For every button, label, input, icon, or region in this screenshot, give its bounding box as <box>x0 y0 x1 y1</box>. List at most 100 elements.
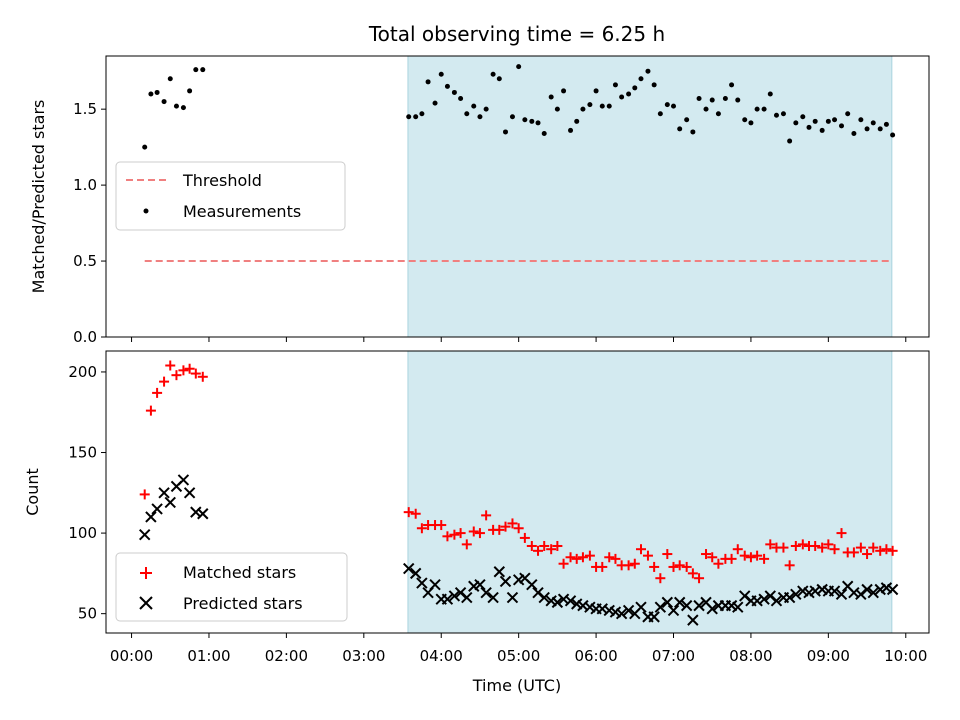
measurement-point <box>690 129 696 135</box>
matched-star-point <box>635 544 646 555</box>
measurement-point <box>800 114 806 120</box>
measurement-point <box>684 117 690 123</box>
matched-star-point <box>823 539 834 550</box>
predicted-star-point <box>551 596 564 609</box>
predicted-star-point <box>183 487 196 499</box>
predicted-star-point <box>493 566 506 578</box>
matched-star-point <box>739 550 750 561</box>
measurement-point <box>477 114 483 120</box>
bottom-y-tick-label: 50 <box>78 605 97 623</box>
predicted-star-point <box>158 487 170 499</box>
predicted-star-point <box>687 614 699 626</box>
matched-star-point <box>701 549 712 560</box>
matched-star-point <box>190 368 201 379</box>
predicted-star-point <box>139 528 151 541</box>
predicted-star-point <box>164 496 176 509</box>
matched-star-point <box>145 405 156 416</box>
measurement-point <box>451 89 457 95</box>
predicted-star-point <box>886 583 899 596</box>
measurement-point <box>432 100 438 106</box>
top-y-tick-label: 0.5 <box>73 252 97 270</box>
matched-star-point <box>436 520 447 531</box>
measurement-point <box>464 111 470 117</box>
predicted-star-point <box>615 607 628 620</box>
predicted-star-point <box>661 596 674 609</box>
measurement-point <box>529 118 535 124</box>
measurement-point <box>483 106 489 112</box>
matched-star-point <box>171 370 182 381</box>
measurement-point <box>522 117 528 123</box>
measurement-point <box>142 144 148 150</box>
measurement-point <box>619 94 625 100</box>
matched-star-point <box>403 507 414 518</box>
predicted-star-point <box>403 562 415 575</box>
measurement-point <box>832 117 838 123</box>
matched-star-point <box>558 558 569 569</box>
matched-star-point <box>784 560 795 571</box>
matched-star-point <box>875 545 886 556</box>
bottom-y-tick-label: 100 <box>68 524 97 542</box>
predicted-star-point <box>732 601 744 613</box>
measurement-point <box>825 118 831 124</box>
top-y-axis-label: Matched/Predicted stars <box>29 100 48 294</box>
predicted-star-point <box>526 578 538 591</box>
measurement-point <box>645 68 651 74</box>
measurement-point <box>193 67 199 73</box>
predicted-star-point <box>474 578 486 591</box>
matched-star-point <box>584 550 595 561</box>
predicted-star-point <box>487 591 499 604</box>
measurement-point <box>458 96 464 102</box>
measurement-point <box>548 94 554 100</box>
x-tick-label: 10:00 <box>884 647 927 665</box>
legend-measurements-swatch <box>143 208 149 214</box>
x-tick-label: 09:00 <box>807 647 850 665</box>
predicted-star-point <box>461 591 473 604</box>
predicted-star-point <box>680 599 693 612</box>
bottom-observing-window <box>407 350 893 634</box>
measurement-point <box>761 106 767 112</box>
matched-star-point <box>732 544 743 555</box>
measurement-point <box>187 88 193 94</box>
top-panel: 0.0 0.5 1.0 1.5 Matched/Predicted stars Thr… <box>29 55 930 346</box>
measurement-point <box>574 118 580 124</box>
predicted-star-point <box>190 506 202 518</box>
top-y-ticks: 0.0 0.5 1.0 1.5 <box>73 100 106 346</box>
measurement-point <box>793 120 799 126</box>
predicted-star-point <box>828 585 841 597</box>
bottom-y-tick-label: 200 <box>68 363 97 381</box>
measurement-point <box>406 114 412 120</box>
matched-star-point <box>662 549 673 560</box>
matched-star-point <box>577 552 588 563</box>
measurement-point <box>471 103 477 109</box>
measurement-point <box>671 103 677 109</box>
predicted-star-point <box>654 601 667 613</box>
matched-star-point <box>623 560 634 571</box>
measurement-point <box>858 117 864 123</box>
matched-star-point <box>565 552 576 563</box>
measurement-point <box>839 123 845 129</box>
matched-star-point <box>604 552 615 563</box>
matched-star-point <box>752 550 763 561</box>
measurement-point <box>703 106 709 112</box>
matched-star-point <box>519 532 530 543</box>
matched-star-point <box>817 542 828 553</box>
predicted-star-point <box>564 595 577 607</box>
matched-star-point <box>513 523 524 534</box>
predicted-star-point <box>441 593 454 605</box>
matched-star-point <box>526 540 537 551</box>
measurement-point <box>877 126 883 132</box>
matched-star-point <box>649 561 660 572</box>
measurement-point <box>148 91 154 97</box>
measurement-point <box>812 118 818 124</box>
measurement-point <box>173 103 179 109</box>
predicted-star-point <box>622 604 635 617</box>
matched-star-point <box>597 561 608 572</box>
matched-star-point <box>178 365 189 376</box>
measurement-point <box>632 85 638 91</box>
measurement-point <box>638 76 644 82</box>
matched-star-point <box>848 547 859 558</box>
predicted-stars-series <box>139 474 899 626</box>
measurement-point <box>626 91 632 97</box>
matched-star-point <box>461 539 472 550</box>
matched-star-point <box>668 561 679 572</box>
